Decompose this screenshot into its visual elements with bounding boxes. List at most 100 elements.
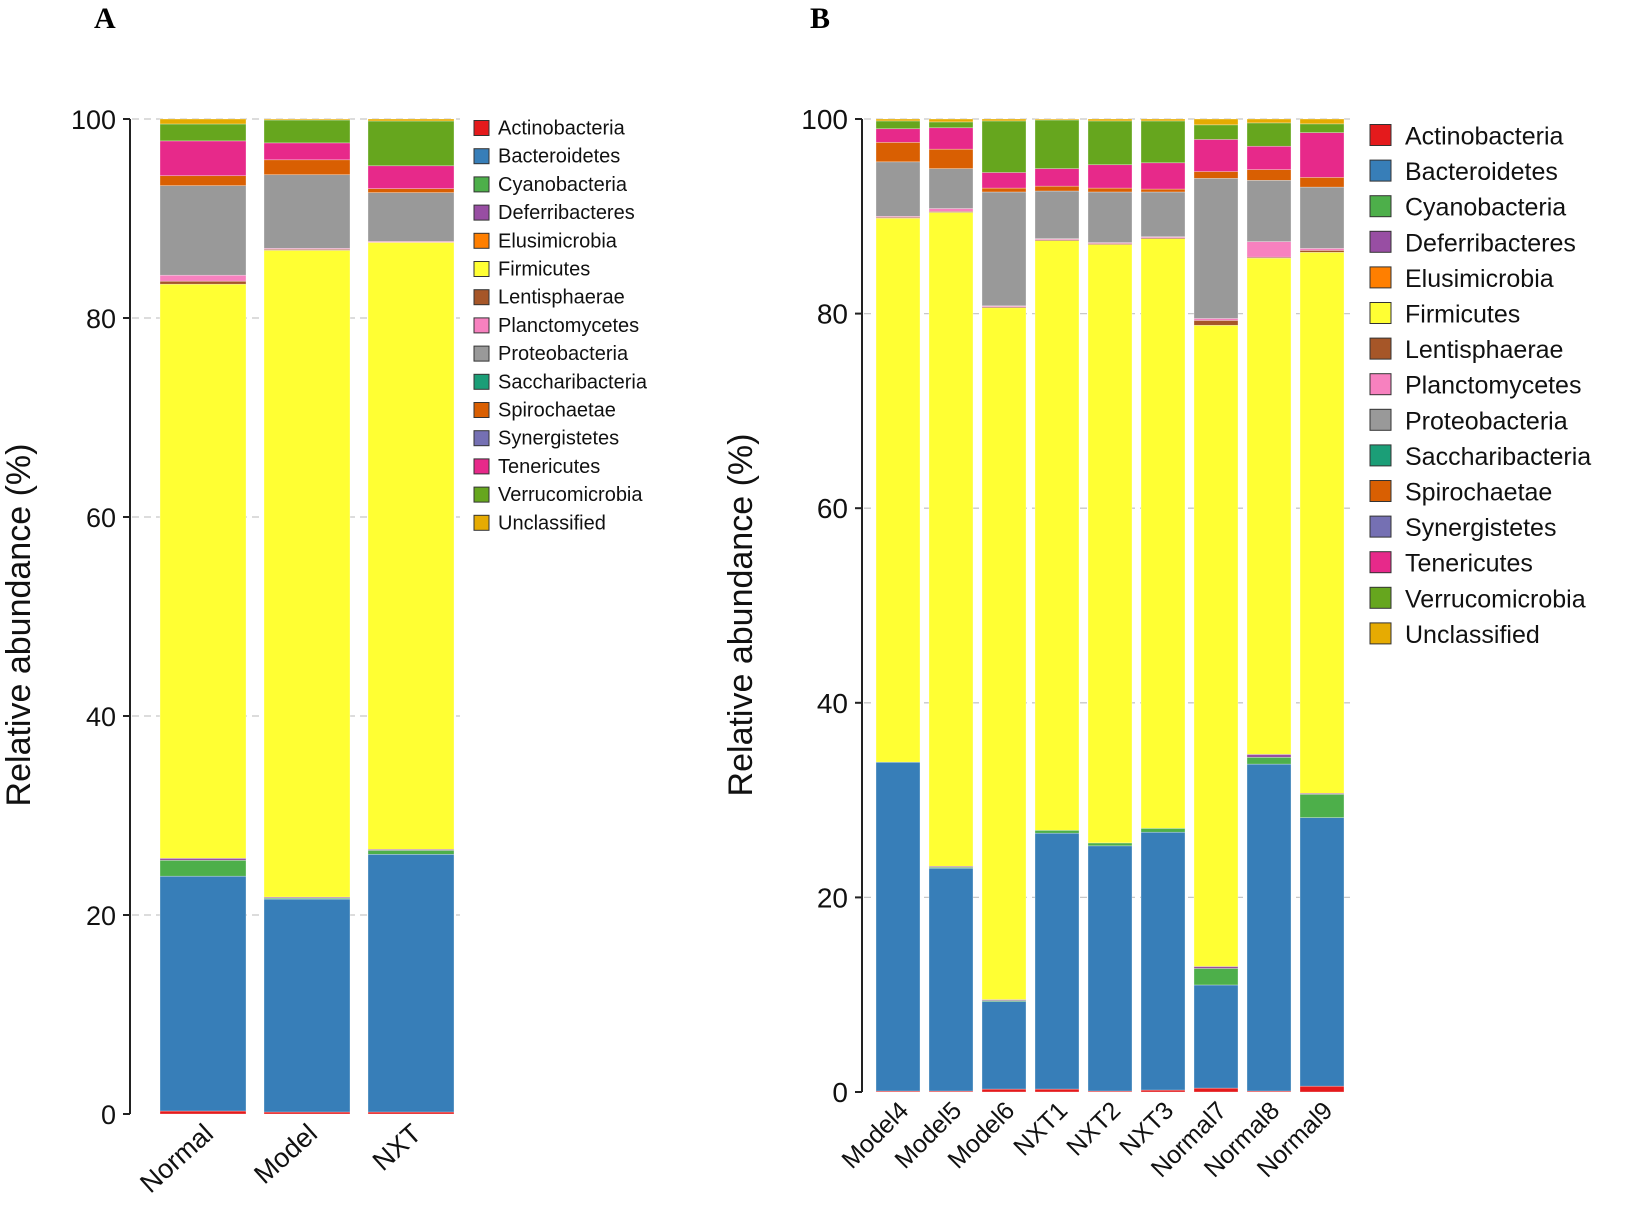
panel-a-y-tick-label: 80 (86, 304, 116, 334)
panel-b-legend-swatch-lentisphaerae (1369, 337, 1392, 360)
panel-a-legend-swatch-cyanobacteria (473, 176, 490, 193)
panel-a-legend-label-tenericutes: Tenericutes (498, 456, 600, 478)
panel-b-legend-label-tenericutes: Tenericutes (1405, 550, 1533, 578)
panel-b-segment-model6-tenericutes (981, 172, 1027, 189)
panel-a-legend-swatch-firmicutes (473, 261, 490, 277)
panel-b-legend-label-actinobacteria: Actinobacteria (1405, 123, 1564, 151)
panel-a-legend-swatch-synergistetes (473, 430, 490, 447)
panel-b-letter: B (810, 2, 830, 35)
panel-a-segment-normal-actinobacteria (159, 1110, 247, 1115)
panel-a-segment-model-spirochaetae (263, 159, 351, 176)
panel-a-segment-normal-lentisphaerae (159, 280, 247, 285)
panel-b-segment-model6-spirochaetae (981, 187, 1027, 193)
panel-a-segment-nxt-firmicutes (367, 242, 455, 850)
panel-b-legend-item-bacteroidetes: Bacteroidetes (1369, 158, 1558, 186)
panel-a-segment-nxt-unclassified (367, 118, 455, 122)
panel-b-segment-nxt2-unclassified (1087, 118, 1133, 122)
panel-b-segment-normal8-tenericutes (1246, 145, 1292, 170)
panel-b-segment-normal8-bacteroidetes (1246, 763, 1292, 1092)
panel-b-segment-normal8-cyanobacteria (1246, 756, 1292, 765)
panel-b-bar-model6 (981, 118, 1027, 1093)
panel-a-x-label-normal: Normal (134, 1118, 219, 1199)
panel-b-segment-normal9-unclassified (1299, 118, 1345, 125)
panel-b-segment-model6-actinobacteria (981, 1088, 1027, 1093)
panel-a-segment-model-unclassified (263, 118, 351, 121)
panel-a-y-tick-label: 60 (86, 503, 116, 533)
panel-a-legend-item-synergistetes: Synergistetes (473, 428, 619, 450)
panel-a-bars (159, 118, 455, 1115)
panel-b-segment-model5-firmicutes (928, 212, 974, 867)
panel-a-segment-nxt-spirochaetae (367, 188, 455, 193)
panel-a-segment-model-tenericutes (263, 142, 351, 161)
panel-b-segment-normal9-cyanobacteria (1299, 793, 1345, 818)
panel-b-x-label-nxt2: NXT2 (1061, 1096, 1126, 1161)
panel-a-bar-model (263, 118, 351, 1115)
panel-b-segment-normal8-firmicutes (1246, 257, 1292, 755)
panel-b-bar-nxt2 (1087, 118, 1133, 1093)
panel-b-legend-item-cyanobacteria: Cyanobacteria (1369, 194, 1566, 222)
panel-b-y-tick-label: 40 (817, 688, 848, 719)
panel-b-segment-normal7-tenericutes (1193, 139, 1239, 172)
panel-b-segment-normal7-verrucomicrobia (1193, 124, 1239, 140)
panel-b-bar-nxt3 (1140, 118, 1186, 1093)
panel-b-legend-label-synergistetes: Synergistetes (1405, 514, 1556, 542)
panel-b-legend-item-saccharibacteria: Saccharibacteria (1369, 443, 1591, 471)
panel-a-legend-label-verrucomicrobia: Verrucomicrobia (498, 484, 643, 506)
panel-b-y-ticks: 0 20 40 60 80 100 (801, 104, 862, 1108)
panel-a-segment-model-proteobacteria (263, 174, 351, 249)
panel-b-segment-nxt3-bacteroidetes (1140, 831, 1186, 1091)
panel-b-legend: Actinobacteria Bacteroidetes Cyanobacteria… (1369, 123, 1591, 649)
panel-b-segment-nxt2-verrucomicrobia (1087, 120, 1133, 166)
panel-a-segment-normal-spirochaetae (159, 175, 247, 186)
panel-b-legend-label-firmicutes: Firmicutes (1405, 301, 1520, 329)
panel-b-bar-nxt1 (1034, 118, 1080, 1093)
panel-b-segment-model4-unclassified (875, 118, 921, 122)
panel-b-bars (875, 118, 1345, 1093)
panel-b-segment-nxt3-verrucomicrobia (1140, 120, 1186, 164)
panel-b-segment-nxt1-proteobacteria (1034, 190, 1080, 239)
panel-a-legend-item-lentisphaerae: Lentisphaerae (473, 287, 625, 309)
panel-b-segment-model6-unclassified (981, 118, 1027, 122)
panel-b-segment-model6-verrucomicrobia (981, 120, 1027, 173)
panel-a-legend-item-actinobacteria: Actinobacteria (473, 118, 626, 140)
panel-b-legend-label-proteobacteria: Proteobacteria (1405, 407, 1568, 435)
panel-b-segment-nxt3-spirochaetae (1140, 188, 1186, 193)
panel-a-legend-item-planctomycetes: Planctomycetes (473, 315, 639, 337)
panel-b-legend-label-unclassified: Unclassified (1405, 621, 1540, 649)
panel-b-segment-nxt1-firmicutes (1034, 240, 1080, 831)
panel-b-segment-normal7-lentisphaerae (1193, 320, 1239, 326)
panel-a-legend-swatch-lentisphaerae (473, 289, 490, 306)
panel-b-segment-nxt1-verrucomicrobia (1034, 119, 1080, 169)
panel-b-segment-nxt2-bacteroidetes (1087, 845, 1133, 1092)
panel-b-segment-model5-proteobacteria (928, 168, 974, 209)
panel-a-legend-label-lentisphaerae: Lentisphaerae (498, 287, 625, 309)
panel-b: B Relative abundance (%) 0 20 40 60 80 100 Mo… (722, 2, 1591, 1183)
panel-b-segment-normal7-proteobacteria (1193, 178, 1239, 319)
panel-a-legend-label-saccharibacteria: Saccharibacteria (498, 371, 648, 393)
panel-b-legend-swatch-bacteroidetes (1369, 159, 1392, 182)
panel-b-segment-model6-firmicutes (981, 307, 1027, 1000)
panel-b-segment-normal7-unclassified (1193, 118, 1239, 126)
panel-b-legend-swatch-deferribacteres (1369, 230, 1392, 253)
panel-a-segment-model-firmicutes (263, 250, 351, 898)
panel-a-segment-normal-cyanobacteria (159, 859, 247, 877)
panel-b-legend-item-planctomycetes: Planctomycetes (1369, 372, 1581, 400)
panel-b-legend-label-verrucomicrobia: Verrucomicrobia (1405, 585, 1586, 613)
panel-a-legend-swatch-spirochaetae (473, 402, 490, 418)
panel-b-legend-item-firmicutes: Firmicutes (1369, 301, 1520, 329)
panel-b-segment-nxt3-tenericutes (1140, 162, 1186, 190)
panel-b-segment-model5-spirochaetae (928, 148, 974, 169)
panel-a-y-axis-label: Relative abundance (%) (0, 444, 38, 807)
panel-b-legend-swatch-cyanobacteria (1369, 195, 1392, 218)
panel-b-segment-normal7-spirochaetae (1193, 171, 1239, 179)
panel-a-legend-item-firmicutes: Firmicutes (473, 259, 590, 281)
panel-b-segment-normal8-proteobacteria (1246, 179, 1292, 242)
panel-a-legend-swatch-deferribacteres (473, 204, 490, 221)
panel-b-segment-normal9-tenericutes (1299, 132, 1345, 178)
panel-b-legend-swatch-saccharibacteria (1369, 444, 1392, 467)
panel-b-y-axis-label: Relative abundance (%) (722, 434, 760, 797)
panel-b-segment-model4-firmicutes (875, 217, 921, 763)
panel-a-legend-label-elusimicrobia: Elusimicrobia (498, 230, 618, 252)
panel-b-legend-item-actinobacteria: Actinobacteria (1369, 123, 1564, 151)
